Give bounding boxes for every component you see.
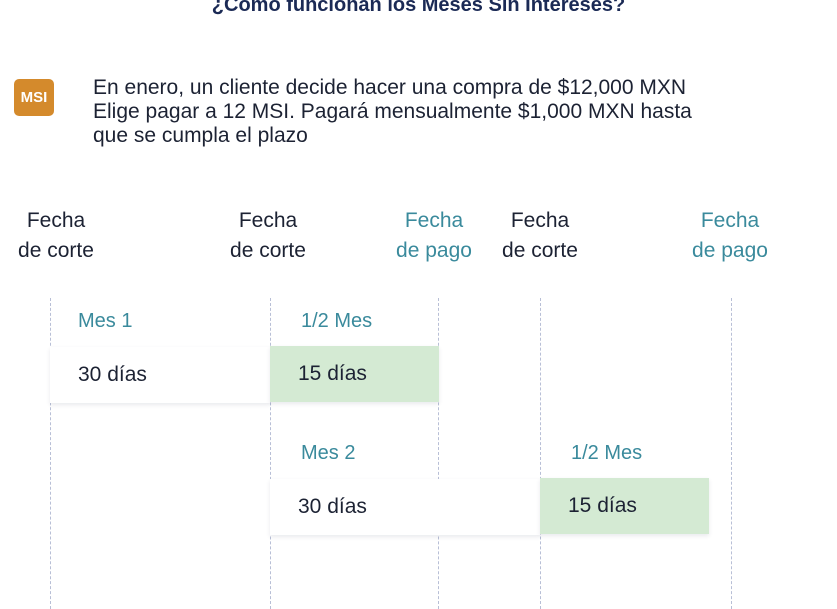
column-label-line1: Fecha <box>700 209 760 232</box>
timeline-divider <box>270 298 271 609</box>
timeline-divider <box>731 298 732 609</box>
intro-line: Elige pagar a 12 MSI. Pagará mensualment… <box>93 100 692 123</box>
period-bar-medio-mes-2: 15 días <box>540 478 709 534</box>
column-label-line2: de pago <box>692 239 768 262</box>
msi-badge: MSI <box>14 79 54 116</box>
period-days: 15 días <box>298 362 367 385</box>
column-label-line1: Fecha <box>510 209 570 232</box>
page-title: ¿Cómo funcionan los Meses Sin Intereses? <box>211 0 626 16</box>
column-label-line1: Fecha <box>26 209 86 232</box>
intro-line: que se cumpla el plazo <box>93 124 308 147</box>
period-bar-mes-2: 30 días <box>270 479 540 535</box>
column-label-line2: de corte <box>230 239 306 262</box>
period-days: 15 días <box>568 494 637 517</box>
intro-line: En enero, un cliente decide hacer una co… <box>93 76 687 99</box>
period-label-mes-2: Mes 2 <box>301 442 356 464</box>
column-fecha-corte-1: Fecha de corte <box>10 206 102 266</box>
period-bar-medio-mes-1: 15 días <box>270 346 439 402</box>
column-fecha-pago-1: Fecha de pago <box>388 206 480 266</box>
column-label-line2: de corte <box>18 239 94 262</box>
column-label-line1: Fecha <box>238 209 298 232</box>
period-label-mes-1: Mes 1 <box>78 310 133 332</box>
period-days: 30 días <box>78 363 147 386</box>
period-bar-mes-1: 30 días <box>50 347 270 403</box>
period-label-medio-mes-1: 1/2 Mes <box>301 310 373 332</box>
column-fecha-corte-3: Fecha de corte <box>494 206 586 266</box>
timeline-divider <box>540 298 541 609</box>
period-days: 30 días <box>298 495 367 518</box>
column-label-line2: de pago <box>396 239 472 262</box>
timeline-divider <box>438 298 439 609</box>
column-label-line2: de corte <box>502 239 578 262</box>
column-label-line1: Fecha <box>404 209 464 232</box>
period-label-medio-mes-2: 1/2 Mes <box>571 442 643 464</box>
intro-text: En enero, un cliente decide hacer una co… <box>93 76 813 148</box>
column-fecha-corte-2: Fecha de corte <box>222 206 314 266</box>
timeline-divider <box>50 298 51 609</box>
column-fecha-pago-2: Fecha de pago <box>684 206 776 266</box>
